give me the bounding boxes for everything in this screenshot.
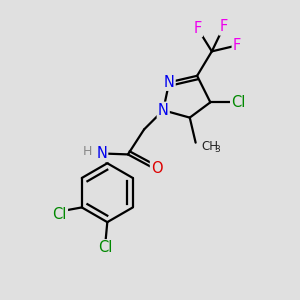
Text: N: N xyxy=(164,75,175,90)
Text: CH: CH xyxy=(201,140,218,153)
Text: N: N xyxy=(158,103,169,118)
Text: 3: 3 xyxy=(214,145,220,154)
Text: N: N xyxy=(96,146,107,161)
Text: F: F xyxy=(220,20,228,34)
Text: F: F xyxy=(194,21,202,36)
Text: Cl: Cl xyxy=(231,95,245,110)
Text: Cl: Cl xyxy=(52,207,67,222)
Text: H: H xyxy=(82,145,92,158)
Text: Cl: Cl xyxy=(98,240,112,255)
Text: O: O xyxy=(151,161,163,176)
Text: F: F xyxy=(233,38,241,53)
